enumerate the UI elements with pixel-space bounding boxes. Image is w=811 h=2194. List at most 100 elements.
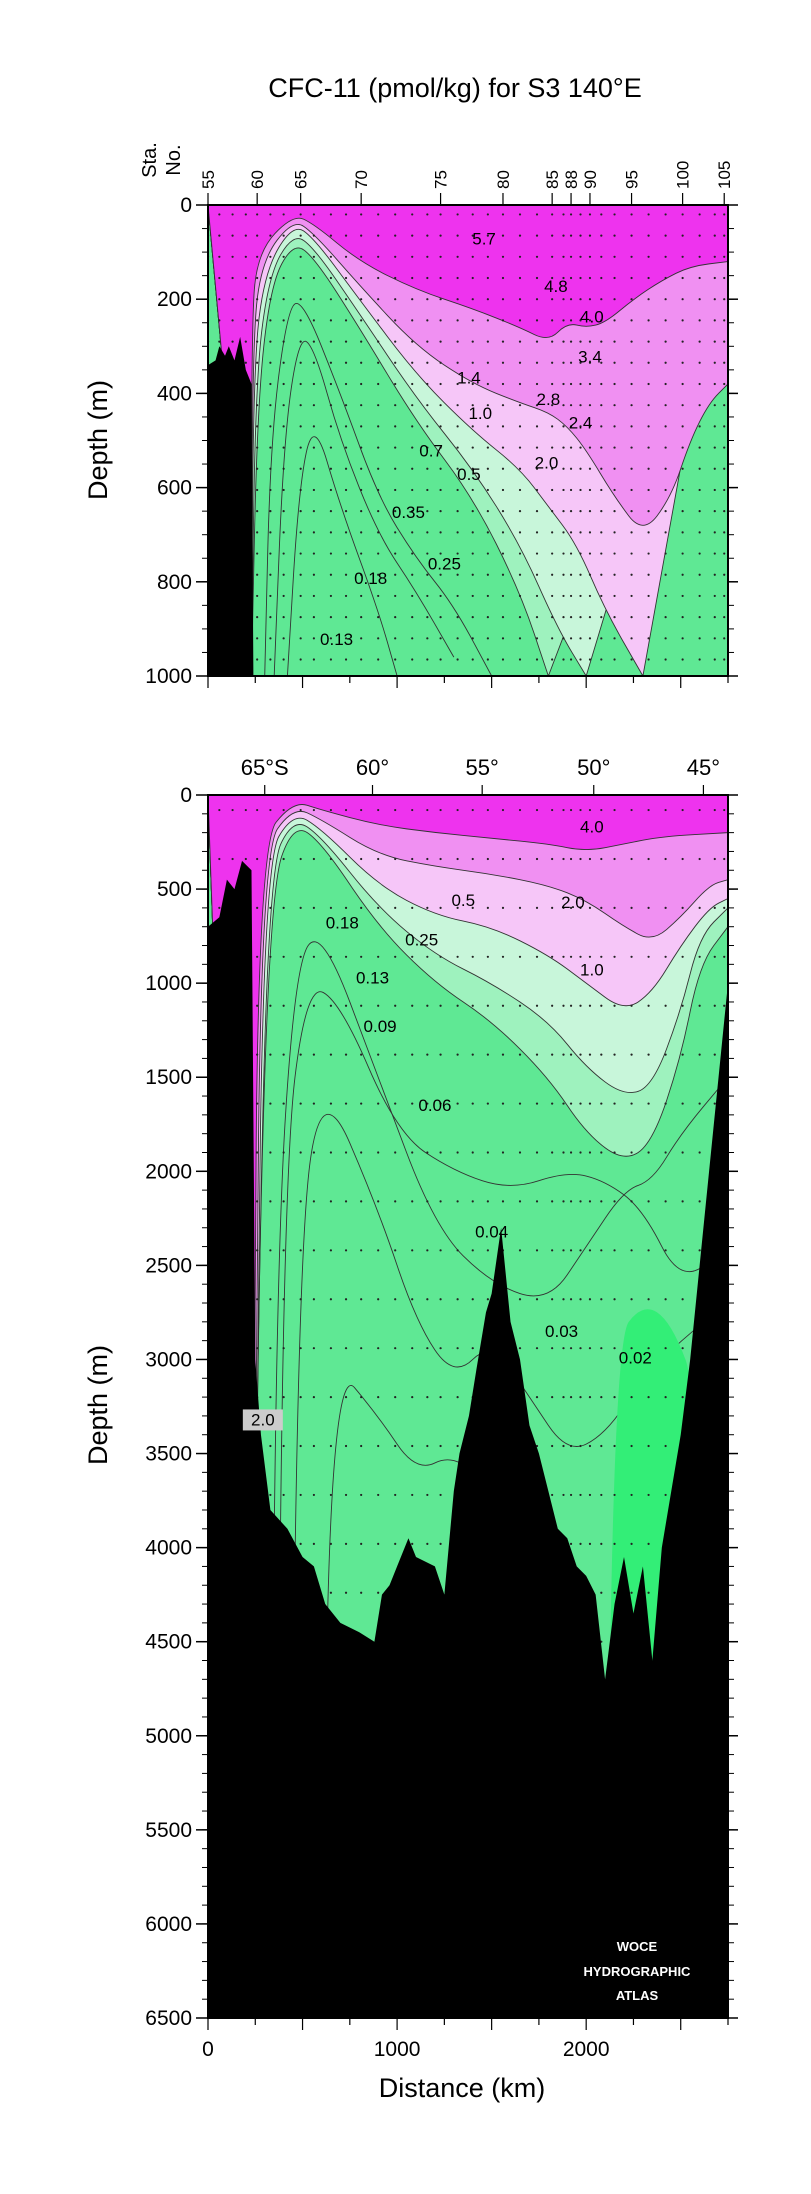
sample-dot: [579, 361, 582, 364]
sample-dot: [723, 488, 726, 492]
sample-dot: [312, 1053, 315, 1056]
sample-dot: [344, 488, 348, 492]
sample-dot: [360, 234, 363, 237]
sample-dot: [588, 1395, 592, 1399]
sample-dot: [299, 1298, 302, 1301]
sample-dot: [579, 1151, 582, 1154]
sample-dot: [664, 1347, 667, 1350]
sample-dot: [456, 808, 459, 812]
sample-dot: [664, 1444, 667, 1448]
sample-dot: [501, 467, 505, 470]
sample-dot: [269, 808, 272, 812]
sample-dot: [411, 510, 414, 513]
sample-dot: [244, 255, 247, 258]
sample-dot: [456, 1347, 459, 1350]
sample-dot: [439, 1542, 442, 1545]
sample-dot: [630, 1444, 633, 1448]
sample-dot: [551, 1004, 554, 1007]
sample-dot: [588, 298, 592, 301]
sample-dot: [535, 531, 539, 534]
sample-dot: [312, 298, 315, 301]
sample-dot: [471, 531, 474, 534]
sample-dot: [344, 906, 348, 909]
sample-dot: [613, 340, 616, 343]
sample-dot: [411, 637, 414, 640]
sample-dot: [579, 1347, 582, 1350]
sample-dot: [377, 234, 380, 237]
sample-dot: [299, 382, 302, 386]
sample-dot: [613, 1200, 616, 1203]
sample-dot: [269, 382, 272, 386]
sample-dot: [471, 510, 474, 513]
sample-dot: [360, 955, 363, 958]
sample-dot: [394, 234, 397, 237]
sample-dot: [723, 382, 726, 386]
sample-dot: [439, 510, 442, 513]
contour-label: 0.09: [364, 1017, 397, 1036]
y-tick-label: 400: [157, 382, 192, 405]
sample-dot: [713, 510, 716, 513]
sample-dot: [256, 1200, 259, 1203]
sample-dot: [664, 573, 667, 576]
sample-dot: [269, 1102, 272, 1105]
sample-dot: [588, 1053, 592, 1056]
sample-dot: [579, 213, 582, 216]
sample-dot: [569, 276, 573, 280]
sample-dot: [456, 594, 459, 598]
sample-dot: [456, 658, 459, 661]
contour-line: [275, 991, 728, 2018]
sample-dot: [501, 658, 505, 661]
sample-dot: [360, 276, 363, 280]
sample-dot: [664, 808, 667, 812]
sample-dot: [439, 808, 442, 812]
sample-dot: [501, 276, 505, 280]
sample-dot: [456, 361, 459, 364]
sample-dot: [439, 361, 442, 364]
sample-dot: [630, 616, 633, 619]
sample-dot: [486, 404, 489, 407]
sample-dot: [501, 1053, 505, 1056]
sample-dot: [299, 340, 302, 343]
sample-dot: [411, 808, 414, 812]
sample-dot: [299, 1542, 302, 1545]
sample-dot: [562, 1493, 565, 1497]
sample-dot: [551, 1151, 554, 1154]
sample-dot: [535, 255, 539, 258]
sample-dot: [579, 616, 582, 619]
sample-dot: [713, 1102, 716, 1105]
sample-dot: [723, 510, 726, 513]
sample-dot: [562, 616, 565, 619]
latitude-label: 60°: [356, 755, 389, 780]
sample-dot: [411, 1542, 414, 1545]
sample-dot: [569, 319, 573, 322]
x-tick-label: 0: [202, 2038, 214, 2061]
sample-dot: [269, 340, 272, 343]
sample-dot: [394, 1249, 397, 1252]
sample-dot: [329, 425, 333, 428]
sample-dot: [501, 446, 505, 449]
sample-dot: [486, 658, 489, 661]
sample-dot: [551, 1053, 554, 1056]
sample-dot: [312, 808, 315, 812]
sample-dot: [486, 319, 489, 322]
sample-dot: [329, 1493, 333, 1497]
sample-dot: [579, 531, 582, 534]
sample-dot: [329, 1004, 333, 1007]
sample-dot: [501, 1102, 505, 1105]
sample-dot: [630, 637, 633, 640]
contour-label: 2.0: [561, 893, 585, 912]
sample-dot: [439, 616, 442, 619]
sample-dot: [569, 467, 573, 470]
sample-dot: [360, 906, 363, 909]
sample-dot: [647, 658, 650, 661]
sample-dot: [588, 404, 592, 407]
sample-dot: [562, 488, 565, 492]
sample-dot: [588, 1493, 592, 1497]
sample-dot: [256, 446, 259, 449]
contour-label: 0.18: [326, 914, 359, 933]
sample-dot: [579, 1249, 582, 1252]
contour-label: 0.13: [320, 630, 353, 649]
sample-dot: [256, 857, 259, 861]
sample-dot: [344, 1004, 348, 1007]
